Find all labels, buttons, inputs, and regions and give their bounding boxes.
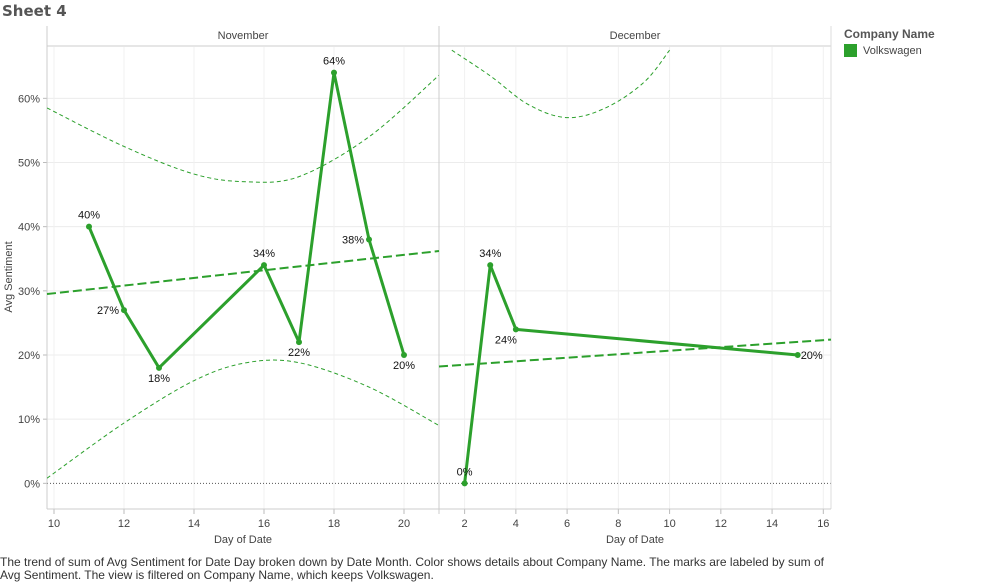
- data-point: [86, 223, 92, 230]
- data-label: 22%: [288, 347, 310, 359]
- x-tick-label: 10: [48, 518, 60, 530]
- legend-title: Company Name: [844, 27, 935, 41]
- data-label: 40%: [78, 210, 100, 222]
- series-line-layer: [86, 69, 801, 487]
- legend: Company Name Volkswagen: [844, 27, 935, 57]
- data-label: 0%: [457, 466, 473, 478]
- sheet-title: Sheet 4: [2, 2, 67, 20]
- data-label: 18%: [148, 373, 170, 385]
- data-point: [401, 352, 407, 358]
- x-tick-label: 14: [766, 518, 778, 530]
- data-point: [296, 339, 302, 346]
- panel-header-december: December: [610, 30, 661, 42]
- x-tick-label: 20: [398, 518, 410, 530]
- series-line-volkswagen: [463, 263, 798, 484]
- y-tick-label: 10%: [18, 414, 40, 426]
- y-tick-label: 0%: [24, 478, 40, 490]
- data-label: 27%: [97, 305, 119, 317]
- confidence-band-layer: [47, 49, 670, 479]
- data-point: [331, 69, 337, 76]
- panel-header-november: November: [218, 30, 269, 42]
- y-tick-label: 30%: [18, 286, 40, 298]
- x-axis-title: Day of Date: [214, 534, 272, 546]
- data-label: 20%: [393, 360, 415, 372]
- confidence-band-upper: [451, 49, 670, 119]
- y-tick-label: 50%: [18, 158, 40, 170]
- x-tick-label: 16: [817, 518, 829, 530]
- data-label: 64%: [323, 56, 345, 68]
- confidence-band-lower: [47, 359, 439, 479]
- data-point: [156, 364, 162, 371]
- data-point: [121, 307, 127, 314]
- x-tick-label: 12: [715, 518, 727, 530]
- x-tick-label: 10: [663, 518, 675, 530]
- data-label: 34%: [253, 248, 275, 260]
- data-label: 34%: [479, 248, 501, 260]
- label-layer: 0%10%20%30%40%50%60%10 12 14 16 18 20November…: [18, 30, 829, 546]
- x-tick-label: 4: [513, 518, 519, 530]
- y-tick-label: 40%: [18, 222, 40, 234]
- data-point: [366, 236, 372, 243]
- x-tick-label: 16: [258, 518, 270, 530]
- trend-line: [438, 338, 832, 368]
- legend-label: Volkswagen: [863, 44, 922, 57]
- data-label: 20%: [801, 350, 823, 362]
- confidence-band-upper: [47, 74, 439, 183]
- y-tick-label: 60%: [18, 93, 40, 105]
- frame-layer: [43, 26, 832, 514]
- x-tick-label: 8: [615, 518, 621, 530]
- y-tick-label: 20%: [18, 350, 40, 362]
- x-tick-label: 2: [462, 518, 468, 530]
- x-tick-label: 12: [118, 518, 130, 530]
- chart-caption: The trend of sum of Avg Sentiment for Da…: [0, 555, 824, 582]
- series-line-volkswagen: [87, 71, 406, 370]
- data-point: [461, 480, 468, 487]
- x-tick-label: 6: [564, 518, 570, 530]
- legend-swatch: [844, 44, 857, 57]
- x-axis-title: Day of Date: [606, 534, 664, 546]
- data-point: [512, 326, 519, 333]
- x-tick-label: 18: [328, 518, 340, 530]
- x-tick-label: 14: [188, 518, 200, 530]
- data-point: [487, 262, 494, 269]
- y-axis-title: Avg Sentiment: [3, 241, 15, 312]
- data-label: 24%: [495, 334, 517, 346]
- data-point: [794, 352, 801, 358]
- data-label: 38%: [342, 235, 364, 247]
- legend-item-volkswagen[interactable]: Volkswagen: [844, 44, 935, 57]
- data-point: [261, 262, 267, 269]
